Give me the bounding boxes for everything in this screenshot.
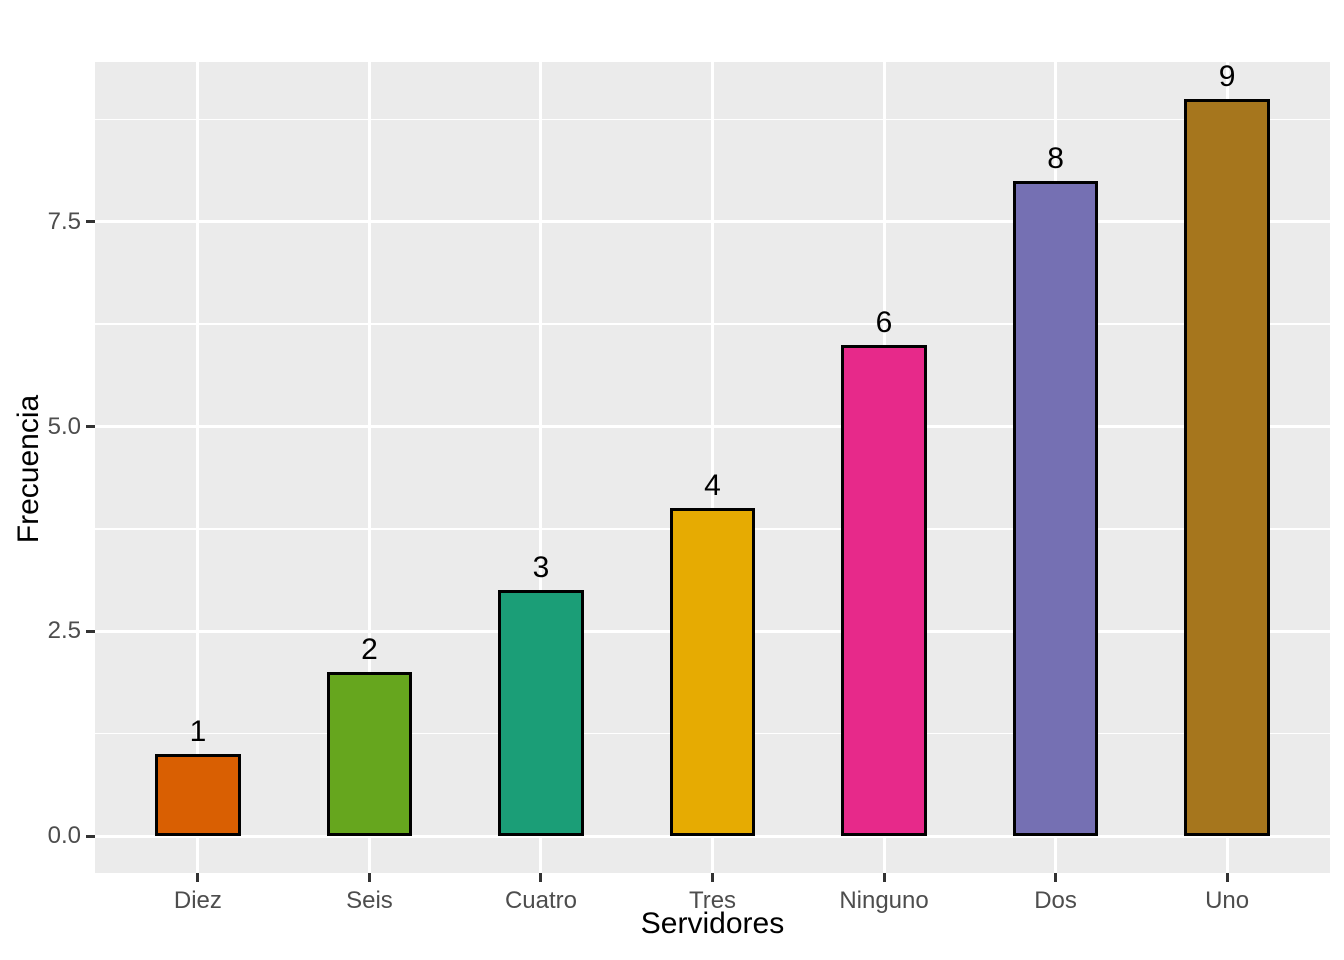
- gridline-major-vertical: [711, 62, 714, 873]
- bar-cuatro: [498, 590, 584, 837]
- bar-value-label: 1: [189, 715, 207, 749]
- y-axis-title: Frecuencia: [12, 394, 45, 544]
- y-axis-tick-label: 7.5: [47, 207, 81, 235]
- x-axis-tick: [367, 873, 371, 882]
- x-axis-title: Servidores: [640, 907, 785, 940]
- x-axis-tick-label: Tres: [688, 887, 737, 914]
- bar-value-label: 8: [1047, 141, 1064, 175]
- x-axis-tick-label: Cuatro: [504, 887, 577, 914]
- x-axis-tick: [196, 873, 200, 882]
- y-axis-tick-label: 2.5: [47, 617, 81, 645]
- bar-uno: [1184, 98, 1270, 837]
- x-axis-tick: [711, 873, 714, 882]
- bar-value-label: 9: [1218, 59, 1236, 93]
- y-axis-tick: [86, 834, 95, 838]
- bar-tres: [669, 508, 756, 837]
- y-axis-tick-label: 0.0: [47, 822, 81, 850]
- x-axis-tick: [1225, 873, 1229, 882]
- x-axis-tick: [539, 873, 543, 882]
- x-axis-tick-label: Diez: [173, 887, 222, 914]
- x-axis-tick: [882, 873, 886, 882]
- y-axis-tick: [86, 425, 95, 429]
- x-axis-tick-label: Ninguno: [839, 887, 929, 914]
- x-axis-tick-label: Uno: [1205, 887, 1250, 914]
- bar-dos: [1012, 180, 1099, 837]
- x-axis-tick: [1054, 873, 1058, 882]
- y-axis-tick: [86, 220, 95, 224]
- y-axis-tick: [86, 629, 95, 633]
- bar-value-label: 4: [704, 469, 721, 503]
- y-axis-tick-label: 5.0: [47, 412, 81, 440]
- bar-value-label: 3: [532, 551, 550, 585]
- gridline-major-vertical: [196, 62, 200, 873]
- bar-seis: [326, 672, 413, 837]
- plot-panel: 1 2 3 4 6 8 9: [95, 59, 1330, 873]
- bar-value-label: 6: [875, 305, 893, 339]
- gridline-major-vertical: [539, 62, 543, 873]
- bar-ninguno: [841, 344, 927, 837]
- x-axis-tick-label: Seis: [346, 887, 393, 914]
- x-axis-tick-label: Dos: [1034, 887, 1077, 914]
- gridline-major-vertical: [367, 62, 371, 873]
- bar-diez: [155, 754, 241, 837]
- bar-value-label: 2: [361, 633, 378, 667]
